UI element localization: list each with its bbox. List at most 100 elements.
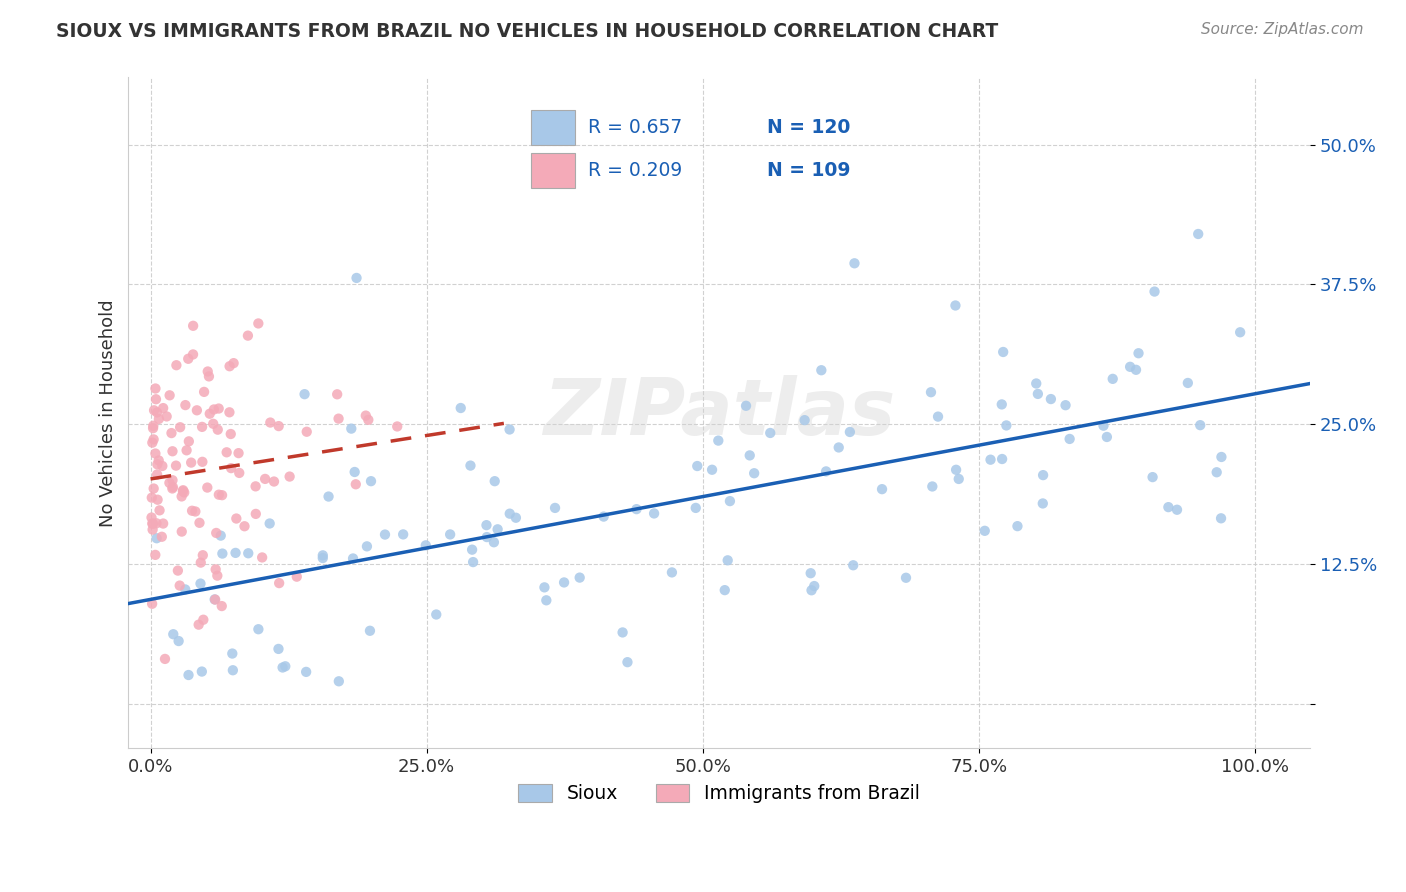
- Point: [544, 500, 567, 515]
- Point: [141, 516, 163, 531]
- Point: [247, 317, 270, 331]
- Point: [177, 351, 200, 366]
- Point: [568, 571, 591, 585]
- Point: [146, 405, 169, 419]
- Point: [439, 527, 461, 541]
- Legend: Sioux, Immigrants from Brazil: Sioux, Immigrants from Brazil: [509, 774, 929, 813]
- Point: [415, 538, 437, 552]
- Point: [828, 441, 851, 455]
- Point: [484, 474, 506, 488]
- Point: [425, 607, 447, 622]
- Point: [180, 456, 202, 470]
- Text: Source: ZipAtlas.com: Source: ZipAtlas.com: [1201, 22, 1364, 37]
- Point: [1205, 465, 1227, 479]
- Point: [1187, 227, 1209, 241]
- Point: [142, 421, 165, 435]
- Point: [177, 668, 200, 682]
- Point: [208, 488, 231, 502]
- Point: [921, 479, 943, 493]
- Point: [973, 524, 995, 538]
- Point: [661, 566, 683, 580]
- Point: [259, 516, 281, 531]
- Point: [184, 504, 207, 518]
- Point: [357, 413, 380, 427]
- Point: [259, 416, 281, 430]
- Point: [616, 655, 638, 669]
- Point: [1026, 387, 1049, 401]
- Point: [475, 530, 498, 544]
- Point: [461, 542, 484, 557]
- Point: [186, 403, 208, 417]
- Point: [169, 420, 191, 434]
- Point: [211, 599, 233, 613]
- Point: [197, 364, 219, 378]
- Point: [312, 551, 335, 566]
- Point: [990, 397, 1012, 411]
- Point: [894, 571, 917, 585]
- Point: [285, 570, 308, 584]
- Point: [209, 528, 232, 542]
- Point: [205, 525, 228, 540]
- Point: [1095, 430, 1118, 444]
- Point: [167, 634, 190, 648]
- Point: [343, 465, 366, 479]
- Point: [505, 510, 527, 524]
- Point: [141, 435, 163, 450]
- Point: [475, 518, 498, 533]
- Point: [202, 402, 225, 417]
- Point: [482, 535, 505, 549]
- Point: [177, 434, 200, 449]
- Point: [387, 419, 409, 434]
- Point: [713, 583, 735, 598]
- Point: [274, 659, 297, 673]
- Point: [450, 401, 472, 415]
- Point: [245, 507, 267, 521]
- Point: [360, 474, 382, 488]
- Point: [143, 548, 166, 562]
- Point: [172, 484, 194, 499]
- Point: [945, 298, 967, 312]
- Point: [173, 485, 195, 500]
- Point: [278, 469, 301, 483]
- Point: [1142, 470, 1164, 484]
- Point: [170, 524, 193, 539]
- Point: [176, 443, 198, 458]
- Point: [460, 458, 482, 473]
- Point: [1143, 285, 1166, 299]
- Point: [245, 479, 267, 493]
- Point: [222, 356, 245, 370]
- Point: [190, 556, 212, 570]
- Point: [838, 425, 860, 439]
- Point: [1054, 398, 1077, 412]
- Point: [152, 401, 174, 416]
- Point: [626, 502, 648, 516]
- Point: [1189, 418, 1212, 433]
- Point: [141, 510, 163, 524]
- Point: [145, 382, 167, 396]
- Text: ZIPatlas: ZIPatlas: [543, 375, 896, 451]
- Point: [215, 445, 238, 459]
- Point: [742, 467, 765, 481]
- Point: [228, 466, 250, 480]
- Point: [162, 473, 184, 487]
- Point: [145, 531, 167, 545]
- Point: [162, 627, 184, 641]
- Point: [1119, 359, 1142, 374]
- Point: [354, 409, 377, 423]
- Point: [174, 582, 197, 597]
- Point: [1059, 432, 1081, 446]
- Point: [187, 617, 209, 632]
- Point: [1211, 450, 1233, 464]
- Point: [318, 490, 340, 504]
- Point: [870, 482, 893, 496]
- Text: SIOUX VS IMMIGRANTS FROM BRAZIL NO VEHICLES IN HOUSEHOLD CORRELATION CHART: SIOUX VS IMMIGRANTS FROM BRAZIL NO VEHIC…: [56, 22, 998, 41]
- Point: [499, 507, 522, 521]
- Point: [159, 388, 181, 402]
- Point: [165, 458, 187, 473]
- Point: [948, 472, 970, 486]
- Point: [142, 433, 165, 447]
- Point: [152, 516, 174, 531]
- Point: [486, 522, 509, 536]
- Point: [165, 358, 187, 372]
- Point: [222, 663, 245, 677]
